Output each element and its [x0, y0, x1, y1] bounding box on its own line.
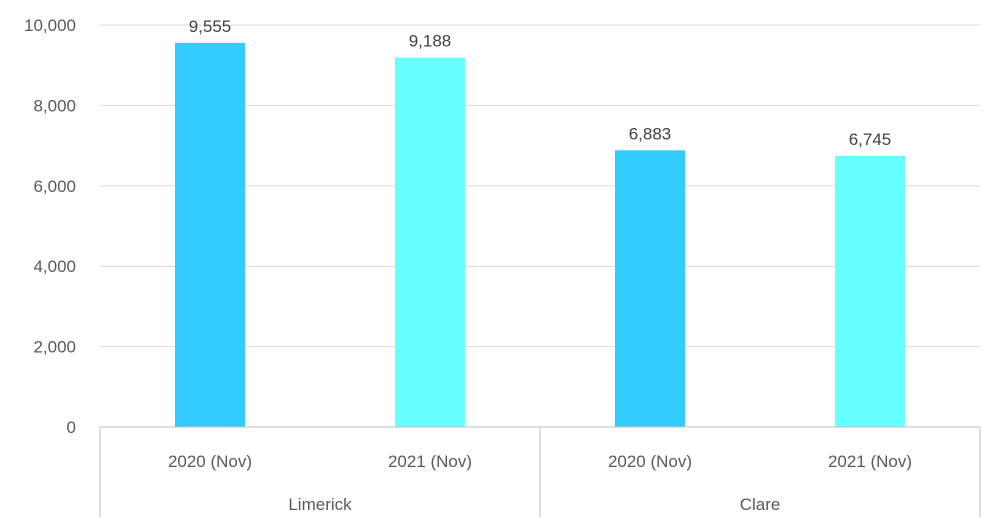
gridlines	[100, 24, 980, 348]
bar	[175, 42, 245, 427]
group-label: Limerick	[288, 495, 352, 514]
data-label: 6,745	[849, 130, 892, 149]
bar	[835, 155, 905, 427]
data-label: 9,188	[409, 32, 452, 51]
y-tick-label: 8,000	[33, 96, 76, 115]
y-tick-label: 0	[67, 418, 76, 437]
x-tick-label: 2020 (Nov)	[608, 452, 692, 471]
x-tick-label: 2021 (Nov)	[388, 452, 472, 471]
x-tick-label: 2020 (Nov)	[168, 452, 252, 471]
bar	[615, 150, 685, 427]
y-tick-label: 2,000	[33, 338, 76, 357]
x-tick-label: 2021 (Nov)	[828, 452, 912, 471]
bar	[395, 57, 465, 428]
bars	[175, 42, 905, 428]
data-labels: 9,555 9,188 6,883 6,745	[189, 17, 892, 149]
y-axis-tick-labels: 0 2,000 4,000 6,000 8,000 10,000	[24, 16, 76, 437]
data-label: 9,555	[189, 17, 232, 36]
group-label: Clare	[740, 495, 781, 514]
x-axis: 2020 (Nov) 2021 (Nov) Limerick 2020 (Nov) 20…	[99, 426, 981, 517]
y-tick-label: 10,000	[24, 16, 76, 35]
data-label: 6,883	[629, 124, 672, 143]
y-tick-label: 6,000	[33, 177, 76, 196]
y-tick-label: 4,000	[33, 257, 76, 276]
